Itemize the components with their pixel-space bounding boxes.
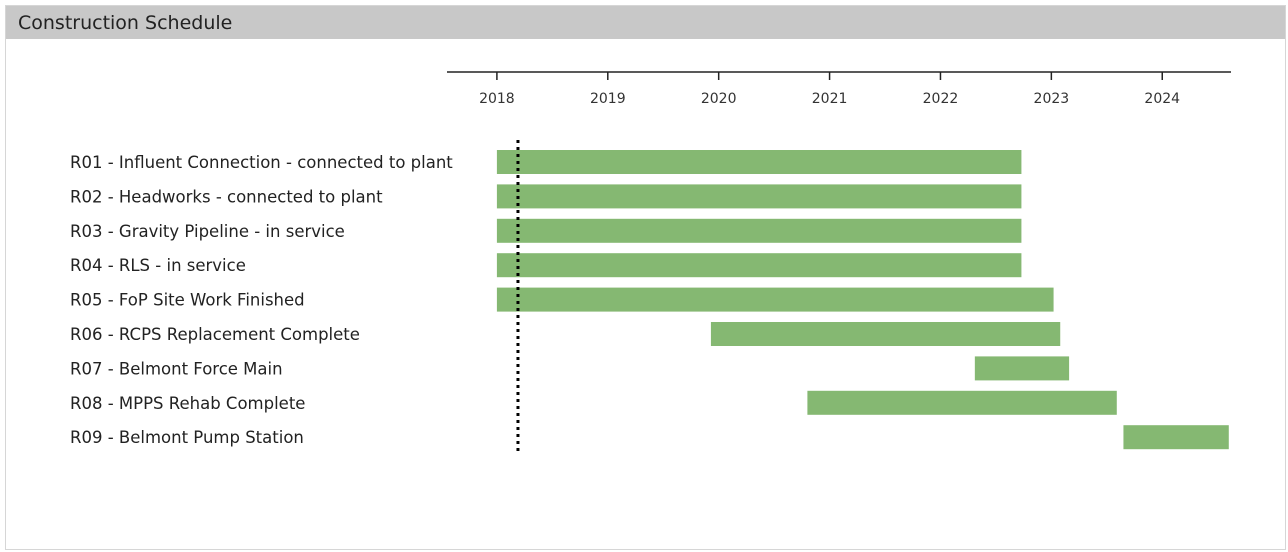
task-label: R04 - RLS - in service (70, 256, 246, 275)
task-label: R05 - FoP Site Work Finished (70, 291, 305, 310)
x-axis-tick-label: 2018 (479, 91, 515, 107)
x-axis-tick-label: 2022 (923, 91, 959, 107)
task-bar[interactable] (496, 218, 1022, 243)
task-label: R07 - Belmont Force Main (70, 359, 283, 378)
panel-header: Construction Schedule (6, 6, 1285, 39)
task-bar[interactable] (496, 253, 1022, 278)
x-axis-tick-label: 2024 (1144, 91, 1180, 107)
task-bar[interactable] (496, 287, 1054, 312)
x-axis-tick-label: 2020 (701, 91, 737, 107)
task-bar[interactable] (974, 356, 1070, 381)
chart-panel: Construction Schedule (5, 5, 1286, 550)
task-label: R01 - Influent Connection - connected to… (70, 153, 453, 172)
task-label: R03 - Gravity Pipeline - in service (70, 222, 345, 241)
x-axis-tick-label: 2019 (590, 91, 626, 107)
x-axis-tick-label: 2021 (812, 91, 848, 107)
task-bar[interactable] (496, 150, 1022, 174)
task-bar[interactable] (496, 184, 1022, 209)
panel-title: Construction Schedule (18, 11, 233, 34)
task-bar[interactable] (710, 322, 1061, 346)
task-label: R02 - Headworks - connected to plant (70, 187, 383, 206)
task-label: R08 - MPPS Rehab Complete (70, 394, 305, 413)
task-label: R09 - Belmont Pump Station (70, 428, 304, 447)
x-axis-tick-label: 2023 (1034, 91, 1070, 107)
task-bar[interactable] (807, 390, 1117, 415)
task-label: R06 - RCPS Replacement Complete (70, 325, 360, 344)
task-bar[interactable] (1123, 425, 1229, 450)
